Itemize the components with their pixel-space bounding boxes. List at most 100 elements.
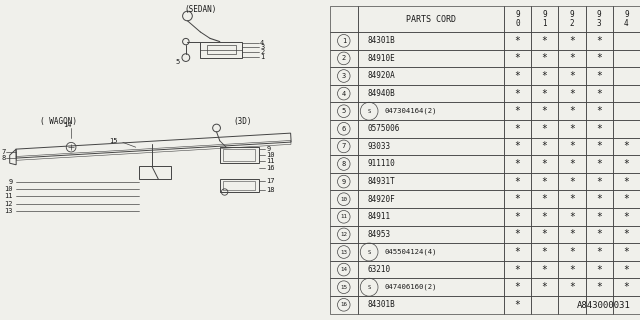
Text: *: * — [515, 194, 520, 204]
Bar — [504, 120, 531, 138]
Text: 5: 5 — [342, 108, 346, 114]
Text: 4: 4 — [342, 91, 346, 97]
Bar — [531, 50, 558, 67]
Text: *: * — [623, 194, 629, 204]
Bar — [612, 243, 640, 261]
Text: *: * — [515, 212, 520, 222]
Bar — [504, 50, 531, 67]
Text: *: * — [515, 282, 520, 292]
Bar — [586, 102, 612, 120]
Text: *: * — [541, 265, 548, 275]
Text: 3: 3 — [260, 44, 264, 50]
Bar — [612, 138, 640, 155]
Bar — [330, 155, 358, 173]
Text: *: * — [515, 300, 520, 310]
Text: 63210: 63210 — [367, 265, 390, 274]
Text: *: * — [596, 265, 602, 275]
Bar — [586, 296, 612, 314]
Bar — [330, 138, 358, 155]
Text: 11: 11 — [4, 194, 13, 199]
Text: 18: 18 — [267, 188, 275, 193]
Text: 8: 8 — [2, 156, 6, 161]
Bar — [330, 226, 358, 243]
Bar — [531, 243, 558, 261]
Text: *: * — [569, 282, 575, 292]
Bar — [504, 208, 531, 226]
Bar — [358, 85, 504, 102]
Bar — [330, 120, 358, 138]
Bar — [358, 67, 504, 85]
Text: PARTS CORD: PARTS CORD — [406, 15, 456, 24]
Text: 13: 13 — [4, 208, 13, 213]
Text: *: * — [515, 124, 520, 134]
Bar — [504, 226, 531, 243]
Bar — [358, 138, 504, 155]
Bar — [504, 296, 531, 314]
Bar — [612, 173, 640, 190]
Text: 16: 16 — [267, 165, 275, 171]
Text: 84940B: 84940B — [367, 89, 396, 98]
Bar — [358, 32, 504, 50]
Text: 17: 17 — [267, 178, 275, 184]
Bar — [558, 50, 586, 67]
Text: A843000031: A843000031 — [577, 301, 630, 310]
Text: *: * — [515, 229, 520, 239]
Text: 84953: 84953 — [367, 230, 390, 239]
Bar — [531, 278, 558, 296]
Text: 3: 3 — [597, 19, 602, 28]
Bar — [586, 173, 612, 190]
Bar — [612, 85, 640, 102]
Text: 5: 5 — [175, 60, 180, 65]
Bar — [358, 278, 504, 296]
Bar — [531, 173, 558, 190]
Bar — [558, 173, 586, 190]
Bar — [586, 261, 612, 278]
Text: *: * — [596, 124, 602, 134]
Text: *: * — [541, 159, 548, 169]
Bar — [558, 243, 586, 261]
Text: *: * — [515, 71, 520, 81]
Bar — [531, 85, 558, 102]
Text: 2: 2 — [342, 55, 346, 61]
Text: *: * — [569, 177, 575, 187]
Text: 12: 12 — [4, 201, 13, 206]
Bar — [586, 155, 612, 173]
Bar — [504, 138, 531, 155]
Bar — [504, 261, 531, 278]
Text: *: * — [515, 36, 520, 46]
Bar — [531, 102, 558, 120]
Bar — [612, 278, 640, 296]
Text: *: * — [596, 53, 602, 63]
Text: *: * — [596, 106, 602, 116]
Text: *: * — [541, 71, 548, 81]
Bar — [586, 208, 612, 226]
Bar — [586, 6, 612, 32]
Text: 84301B: 84301B — [367, 36, 396, 45]
Bar — [504, 102, 531, 120]
Text: 14: 14 — [340, 267, 348, 272]
Bar — [504, 278, 531, 296]
Text: 93033: 93033 — [367, 142, 390, 151]
Text: *: * — [569, 159, 575, 169]
Bar — [558, 6, 586, 32]
Bar — [612, 67, 640, 85]
Bar — [531, 226, 558, 243]
Bar — [612, 50, 640, 67]
Text: *: * — [623, 265, 629, 275]
Text: *: * — [623, 141, 629, 151]
Text: (3D): (3D) — [233, 117, 252, 126]
Text: S: S — [367, 109, 371, 114]
Text: 4: 4 — [260, 40, 264, 46]
Bar — [330, 32, 358, 50]
Text: 9: 9 — [9, 180, 13, 185]
Text: *: * — [569, 89, 575, 99]
Text: *: * — [596, 141, 602, 151]
Bar — [586, 243, 612, 261]
Text: *: * — [541, 194, 548, 204]
Text: *: * — [623, 159, 629, 169]
Text: *: * — [541, 212, 548, 222]
Bar — [612, 155, 640, 173]
Text: *: * — [541, 229, 548, 239]
Text: *: * — [515, 89, 520, 99]
Text: 2: 2 — [260, 49, 264, 55]
